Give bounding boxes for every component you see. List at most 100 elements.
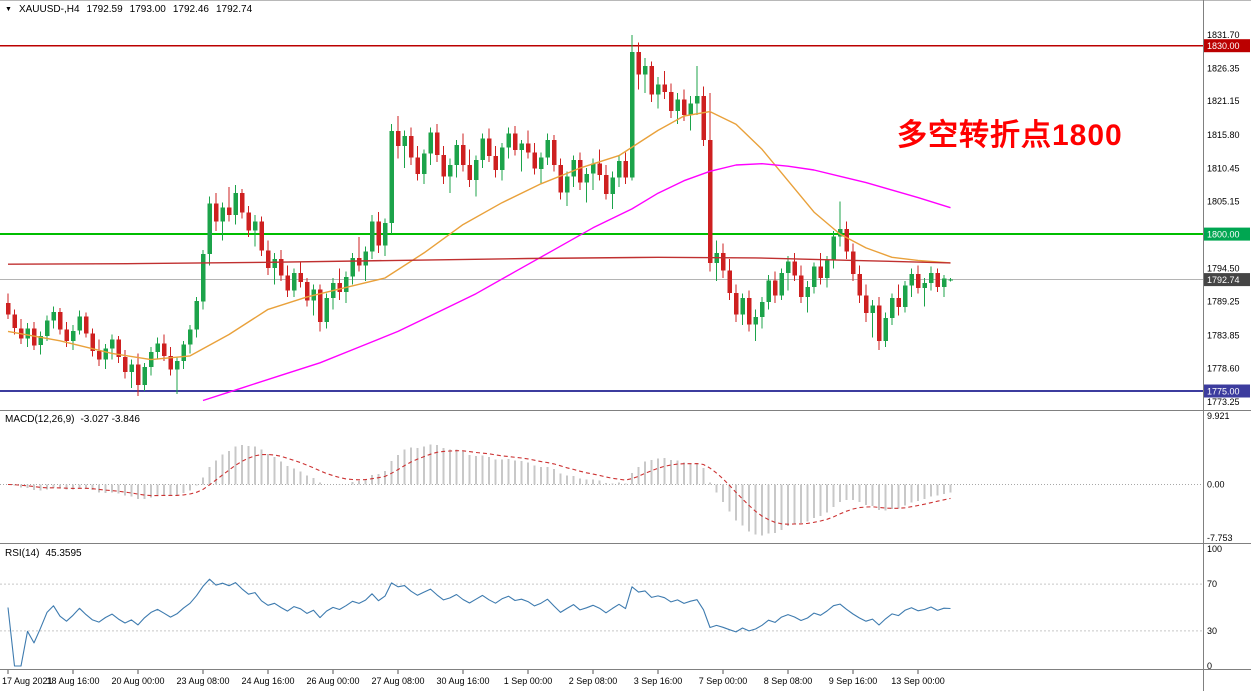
candle (694, 95, 700, 104)
price-axis-badge-label: 1830.00 (1207, 41, 1240, 51)
price-pane (0, 35, 1203, 402)
macd-axis-label: 0.00 (1207, 480, 1225, 490)
candle (837, 229, 843, 237)
price-axis-label: 1826.35 (1207, 64, 1240, 74)
candle (480, 138, 485, 160)
candle (792, 261, 797, 276)
price-axis-badge-label: 1792.74 (1207, 275, 1240, 285)
candle (597, 163, 602, 175)
candle (668, 92, 674, 111)
rsi-pane (0, 578, 1203, 667)
candle (220, 207, 225, 222)
candle (363, 251, 368, 266)
candle (915, 274, 921, 288)
time-axis-label: 20 Aug 00:00 (111, 676, 164, 686)
time-axis-label: 26 Aug 00:00 (306, 676, 359, 686)
quote-line: ▼ XAUUSD-,H4 1792.59 1793.00 1792.46 179… (5, 4, 252, 15)
candle (896, 298, 901, 307)
candle (194, 301, 199, 330)
candle (603, 175, 609, 194)
candle (785, 261, 791, 273)
candle (512, 133, 518, 150)
symbol-period-label: XAUUSD-,H4 (18, 4, 80, 15)
rsi-name: RSI(14) (5, 548, 40, 559)
candle (122, 357, 128, 373)
rsi-value: 45.3595 (45, 548, 82, 559)
candle (109, 339, 115, 349)
candle (824, 260, 830, 278)
candle (168, 355, 173, 370)
candle (519, 143, 524, 150)
price-axis-label: 1810.45 (1207, 163, 1240, 173)
candle (798, 275, 804, 297)
candle (850, 251, 856, 275)
rsi-axis-label: 0 (1207, 661, 1212, 671)
candle (805, 286, 810, 297)
candle (655, 84, 661, 95)
time-axis-label: 24 Aug 16:00 (241, 676, 294, 686)
candle (532, 152, 537, 169)
candle (499, 147, 505, 170)
candle (551, 139, 557, 165)
time-axis-label: 1 Sep 00:00 (504, 676, 553, 686)
candle (733, 293, 739, 315)
quote-close: 1792.74 (215, 4, 253, 15)
rsi-line (7, 578, 951, 667)
candle (376, 221, 381, 246)
macd-name: MACD(12,26,9) (5, 414, 75, 425)
candle (467, 165, 472, 181)
candle (421, 153, 427, 174)
time-axis-label: 27 Aug 08:00 (371, 676, 424, 686)
candle (857, 274, 862, 296)
macd-histogram (13, 444, 952, 536)
time-axis-label: 8 Sep 08:00 (764, 676, 813, 686)
macd-indicator-label: MACD(12,26,9) -3.027 -3.846 (5, 414, 140, 425)
candle (213, 203, 219, 222)
candle (870, 305, 875, 314)
candle (389, 131, 394, 223)
macd-axis-label: -7.753 (1207, 533, 1233, 543)
macd-axis: 9.921 0.00 -7.753 (1207, 411, 1233, 543)
quote-open: 1792.59 (86, 4, 123, 15)
candle (51, 311, 56, 321)
candle (818, 266, 823, 278)
macd-values: -3.027 -3.846 (80, 414, 140, 425)
candle (408, 136, 414, 158)
candle (103, 348, 108, 360)
price-axis-badge (1204, 273, 1250, 287)
candle (740, 298, 745, 315)
macd-pane (0, 444, 1203, 536)
candle (610, 177, 615, 194)
candle (941, 278, 947, 287)
candle (558, 165, 563, 193)
price-axis-badge (1204, 384, 1250, 398)
quote-low: 1792.46 (172, 4, 209, 15)
candle (876, 305, 882, 341)
candle (883, 318, 888, 341)
candle (239, 193, 245, 213)
candle (181, 344, 186, 361)
price-axis[interactable]: 1831.70 1826.35 1821.15 1815.80 1810.45 1805.… (1204, 30, 1250, 407)
time-axis-label: 18 Aug 16:00 (46, 676, 99, 686)
candle (116, 339, 121, 358)
candle (207, 203, 212, 255)
candle (746, 298, 752, 325)
candle (928, 273, 934, 283)
candle (233, 193, 238, 216)
candle (272, 259, 277, 268)
candle (948, 279, 953, 281)
candle (142, 367, 147, 385)
symbol-dropdown-icon[interactable]: ▼ (5, 5, 12, 13)
candle (642, 65, 648, 75)
candle (395, 131, 401, 147)
price-axis-badge-label: 1800.00 (1207, 230, 1240, 240)
candle (298, 273, 303, 282)
candle (525, 143, 531, 153)
price-axis-badge (1204, 39, 1250, 53)
rsi-axis-label: 70 (1207, 579, 1217, 589)
candle (350, 257, 355, 277)
ma-fast-line (7, 110, 951, 361)
candle (57, 311, 63, 330)
